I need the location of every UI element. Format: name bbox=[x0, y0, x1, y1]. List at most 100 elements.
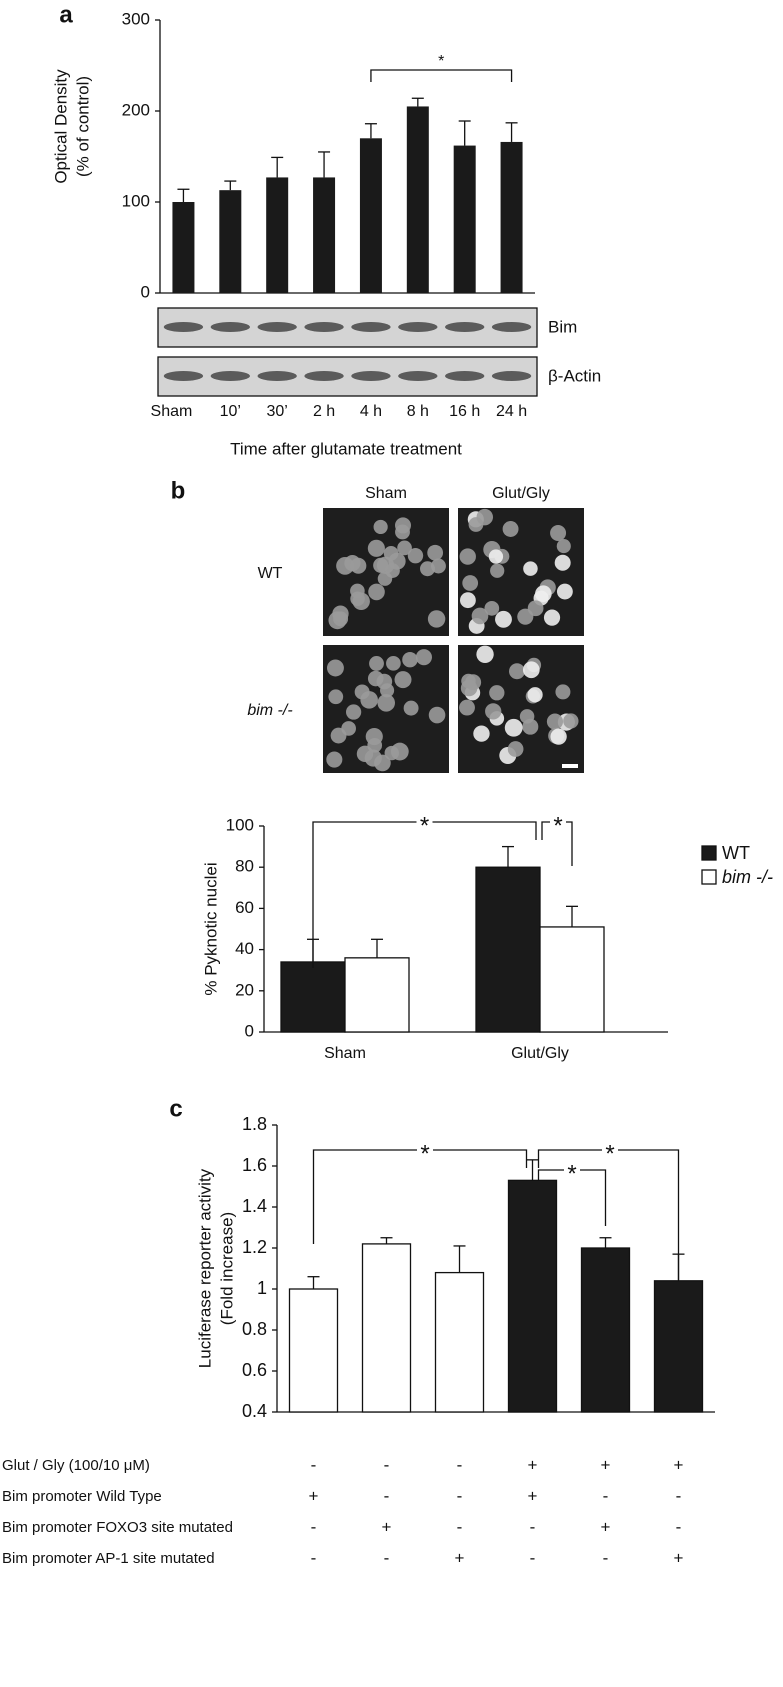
nucleus bbox=[471, 607, 489, 625]
significance-star: * bbox=[420, 812, 429, 839]
condition-cell: - bbox=[384, 1455, 390, 1474]
nucleus bbox=[509, 663, 525, 680]
nucleus bbox=[420, 561, 435, 577]
nucleus bbox=[369, 656, 384, 671]
nucleus bbox=[555, 684, 571, 700]
column-label: Sham bbox=[365, 485, 407, 502]
nucleus bbox=[415, 649, 432, 666]
y-tick-label: 0.6 bbox=[242, 1360, 267, 1380]
blot-band bbox=[163, 322, 204, 332]
bar bbox=[219, 190, 242, 293]
nucleus bbox=[527, 600, 544, 617]
x-tick-label: Sham bbox=[324, 1045, 366, 1062]
blot-band bbox=[351, 371, 391, 381]
bar bbox=[580, 1247, 631, 1413]
legend-label: WT bbox=[722, 843, 750, 863]
x-tick-label: 24 h bbox=[496, 403, 527, 420]
nucleus bbox=[367, 670, 384, 687]
bar bbox=[280, 961, 346, 1033]
y-tick-label: 1.8 bbox=[242, 1114, 267, 1134]
star-bg bbox=[550, 816, 566, 828]
condition-cell: - bbox=[384, 1486, 390, 1505]
blot-band bbox=[491, 371, 532, 381]
condition-cell: + bbox=[601, 1455, 611, 1474]
nucleus bbox=[390, 742, 409, 761]
nucleus bbox=[468, 517, 484, 532]
nucleus bbox=[373, 519, 388, 535]
nucleus bbox=[373, 557, 389, 573]
condition-cell: - bbox=[676, 1486, 682, 1505]
condition-cell: - bbox=[603, 1486, 609, 1505]
y-tick-label: 0 bbox=[245, 1021, 254, 1040]
condition-label: Bim promoter FOXO3 site mutated bbox=[2, 1519, 233, 1536]
y-tick-label: 0.8 bbox=[242, 1319, 267, 1339]
bar bbox=[475, 866, 541, 1033]
error-bar bbox=[271, 156, 284, 178]
panel-label: c bbox=[169, 1095, 182, 1122]
blot-band bbox=[491, 322, 532, 332]
x-tick-label: 16 h bbox=[449, 403, 480, 420]
nucleus bbox=[489, 685, 505, 701]
condition-cell: + bbox=[528, 1486, 538, 1505]
nucleus bbox=[502, 521, 519, 537]
blot-band bbox=[351, 322, 391, 332]
blot-band bbox=[445, 371, 485, 381]
nucleus bbox=[402, 651, 418, 668]
condition-cell: - bbox=[603, 1548, 609, 1567]
significance-bracket bbox=[370, 69, 513, 82]
y-tick-label: 1 bbox=[257, 1278, 267, 1298]
blot-band bbox=[163, 371, 204, 381]
blot-band bbox=[445, 322, 485, 332]
condition-cell: - bbox=[530, 1548, 536, 1567]
condition-label: Bim promoter Wild Type bbox=[2, 1488, 162, 1505]
y-tick-label: 1.6 bbox=[242, 1155, 267, 1175]
nucleus bbox=[427, 610, 446, 628]
nucleus bbox=[368, 583, 385, 601]
error-bar bbox=[599, 1237, 612, 1248]
nucleus bbox=[367, 539, 385, 557]
nucleus bbox=[507, 741, 524, 757]
y-tick-label: 1.4 bbox=[242, 1196, 267, 1216]
condition-cell: - bbox=[530, 1517, 536, 1536]
error-bar bbox=[505, 122, 518, 142]
bar bbox=[507, 1179, 558, 1413]
y-tick-label: 0.4 bbox=[242, 1401, 267, 1421]
row-label: bim -/- bbox=[247, 702, 292, 719]
nucleus bbox=[527, 687, 543, 703]
error-bar bbox=[371, 938, 383, 958]
nucleus bbox=[367, 737, 383, 753]
significance-star: * bbox=[605, 1140, 614, 1167]
nucleus bbox=[522, 718, 539, 735]
bar bbox=[406, 106, 429, 293]
blot-band bbox=[304, 371, 344, 381]
error-bar bbox=[177, 188, 190, 202]
nucleus bbox=[554, 554, 571, 571]
error-bar bbox=[566, 905, 578, 927]
panel-label: b bbox=[171, 477, 186, 504]
nucleus bbox=[354, 684, 370, 700]
nucleus bbox=[488, 549, 504, 564]
y-axis-label: (% of control) bbox=[73, 76, 92, 177]
nucleus bbox=[352, 592, 370, 611]
star-bg bbox=[417, 1144, 433, 1156]
y-axis-label: Luciferase reporter activity bbox=[195, 1168, 214, 1368]
bar bbox=[653, 1280, 704, 1413]
significance-star: * bbox=[567, 1160, 576, 1187]
nucleus bbox=[462, 575, 479, 591]
nucleus bbox=[504, 718, 523, 737]
bar bbox=[359, 138, 382, 293]
condition-cell: - bbox=[311, 1517, 317, 1536]
x-tick-label: Glut/Gly bbox=[511, 1045, 569, 1062]
y-axis-label: % Pyknotic nuclei bbox=[201, 862, 220, 995]
nucleus bbox=[403, 700, 419, 716]
nucleus bbox=[344, 555, 361, 572]
nucleus bbox=[394, 671, 412, 689]
nucleus bbox=[326, 751, 343, 768]
blot-band bbox=[304, 322, 344, 332]
bar bbox=[266, 177, 289, 293]
condition-label: Glut / Gly (100/10 μM) bbox=[2, 1457, 150, 1474]
nucleus bbox=[330, 727, 347, 744]
error-bar bbox=[411, 97, 424, 107]
legend-swatch bbox=[701, 869, 717, 885]
